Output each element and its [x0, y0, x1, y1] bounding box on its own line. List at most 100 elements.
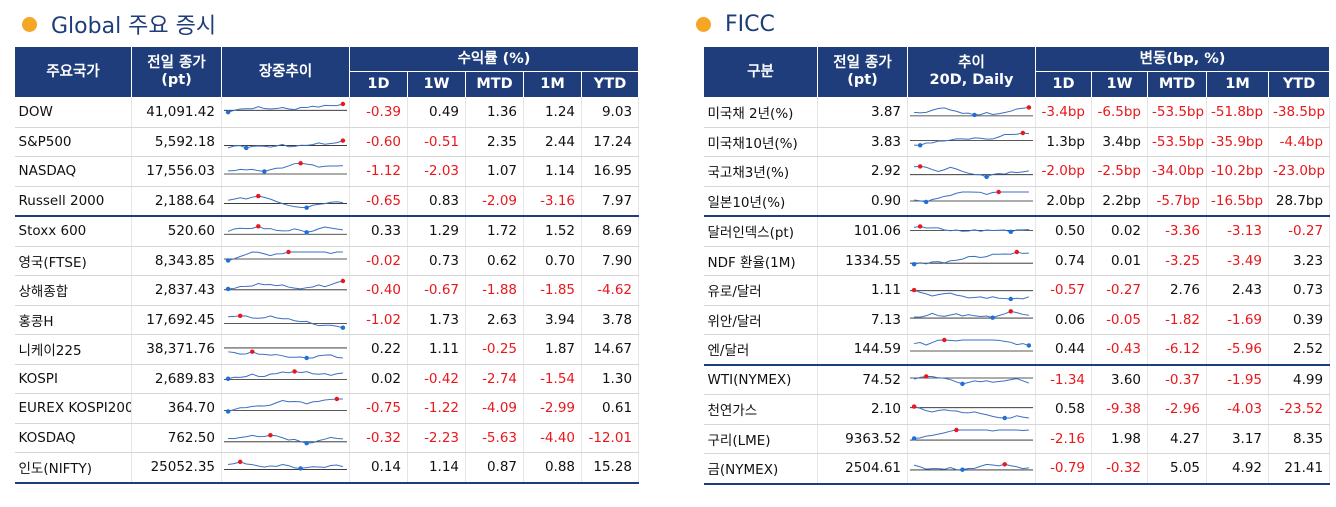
sparkline-min-marker [960, 467, 965, 473]
sparkline-path [913, 375, 1030, 385]
table-row: NDF 환율(1M) 1334.55 0.74 0.01 -3.25 -3.49 3.23 [703, 246, 1331, 276]
row-value-1m: 2.43 [1206, 275, 1269, 306]
sparkline-max-marker [1020, 130, 1026, 135]
sparkline-min-marker [304, 356, 309, 361]
sparkline [224, 161, 347, 175]
row-value-1w: 0.49 [407, 97, 466, 128]
sparkline-cell [907, 186, 1036, 217]
row-value-mtd: -1.82 [1147, 305, 1207, 335]
row-value-mtd: -53.5bp [1147, 97, 1207, 128]
sparkline [910, 164, 1033, 180]
row-value-ytd: -12.01 [581, 423, 640, 453]
sparkline-path [227, 103, 344, 113]
row-value-mtd: 1.72 [465, 215, 524, 247]
sparkline-max-marker [237, 313, 243, 318]
row-close: 1334.55 [817, 246, 908, 276]
row-close: 2.10 [817, 394, 908, 425]
row-value-1d: -0.32 [349, 423, 408, 453]
row-value-1m: -16.5bp [1206, 186, 1269, 217]
sparkline-max-marker [237, 459, 243, 465]
sparkline [910, 462, 1033, 473]
row-value-ytd: 8.35 [1268, 424, 1331, 454]
sparkline [224, 368, 347, 381]
table-row: DOW 41,091.42 -0.39 0.49 1.36 1.24 9.03 [14, 97, 640, 128]
sparkline-min-marker [340, 325, 346, 330]
global-equity-table: 주요국가 전일 종가 (pt) 장중추이 수익률 (%) 1D 1W MTD 1M… [14, 46, 640, 484]
row-value-mtd: -2.74 [465, 364, 524, 394]
row-value-1d: -3.4bp [1035, 97, 1092, 128]
sparkline-min-marker [984, 174, 989, 180]
sparkline-cell [907, 334, 1036, 365]
sparkline-path [914, 166, 1029, 178]
sparkline [910, 189, 1033, 204]
row-value-mtd: 0.62 [465, 246, 524, 276]
row-value-1w: 3.60 [1091, 363, 1148, 395]
sparkline-path [227, 398, 343, 413]
col-header-ytd: YTD [580, 71, 640, 98]
row-name: Russell 2000 [14, 186, 132, 217]
row-close: 364.70 [131, 393, 222, 424]
row-value-1w: -2.03 [407, 156, 466, 187]
row-value-1d: 0.14 [349, 452, 408, 484]
row-value-1m: -10.2bp [1206, 156, 1269, 187]
row-name: Stoxx 600 [14, 215, 132, 247]
row-value-1m: 0.70 [523, 246, 582, 276]
row-value-mtd: 2.63 [465, 305, 524, 335]
row-value-1d: -2.16 [1035, 424, 1092, 454]
table-row: S&P500 5,592.18 -0.60 -0.51 2.35 2.44 17.24 [14, 127, 640, 157]
row-value-1m: -1.69 [1206, 305, 1269, 335]
sparkline [224, 347, 347, 361]
row-name: 유로/달러 [703, 275, 818, 306]
row-value-1w: -0.43 [1091, 334, 1148, 365]
sparkline-cell [907, 424, 1036, 454]
row-value-ytd: 3.78 [581, 305, 640, 335]
row-value-1m: -51.8bp [1206, 97, 1269, 128]
sparkline-min-marker [1008, 297, 1014, 302]
sparkline [910, 288, 1033, 302]
row-close: 9363.52 [817, 424, 908, 454]
sparkline-min-marker [225, 409, 231, 414]
row-value-1w: 0.73 [407, 246, 466, 276]
sparkline-max-marker [334, 397, 340, 402]
row-close: 0.90 [817, 186, 908, 217]
row-close: 2,689.83 [131, 364, 222, 394]
sparkline-path [227, 251, 343, 261]
sparkline-path [914, 132, 1029, 146]
row-value-1m: -2.99 [523, 393, 582, 424]
sparkline-max-marker [911, 404, 917, 410]
row-value-1m: -35.9bp [1206, 127, 1269, 157]
row-name: 인도(NIFTY) [14, 452, 132, 484]
row-value-mtd: -2.09 [465, 186, 524, 217]
sparkline [224, 432, 347, 446]
sparkline-path [914, 107, 1029, 116]
sparkline-max-marker [1008, 308, 1014, 314]
col-header-1w: 1W [407, 71, 466, 98]
sparkline [224, 102, 347, 115]
sparkline-max-marker [340, 279, 346, 284]
sparkline [224, 459, 347, 471]
row-name: WTI(NYMEX) [703, 363, 818, 395]
sparkline-cell [221, 215, 350, 247]
table-row: 미국채10년(%) 3.83 1.3bp 3.4bp -53.5bp -35.9bp -4.… [703, 127, 1331, 157]
sparkline-min-marker [304, 440, 309, 446]
row-value-1w: -9.38 [1091, 394, 1148, 425]
row-value-ytd: 3.23 [1268, 246, 1331, 276]
row-value-1d: 0.02 [349, 364, 408, 394]
row-close: 38,371.76 [131, 334, 222, 365]
sparkline-max-marker [340, 138, 346, 143]
col-header-1m: 1M [523, 71, 582, 98]
bullet-icon [22, 16, 37, 32]
table-row: 구리(LME) 9363.52 -2.16 1.98 4.27 3.17 8.35 [703, 424, 1331, 454]
row-value-1m: 0.88 [523, 452, 582, 484]
sparkline [224, 224, 347, 235]
sparkline-path [227, 226, 343, 234]
row-name: NASDAQ [14, 156, 132, 187]
row-value-1w: 3.4bp [1091, 127, 1148, 157]
row-value-1d: 2.0bp [1035, 186, 1092, 217]
sparkline-cell [907, 156, 1036, 187]
row-value-ytd: 7.90 [581, 246, 640, 276]
col-header-close: 전일 종가 (pt) [131, 46, 222, 98]
row-value-1w: 0.83 [407, 186, 466, 217]
row-value-1w: -0.67 [407, 275, 466, 306]
row-value-mtd: 1.36 [465, 97, 524, 128]
